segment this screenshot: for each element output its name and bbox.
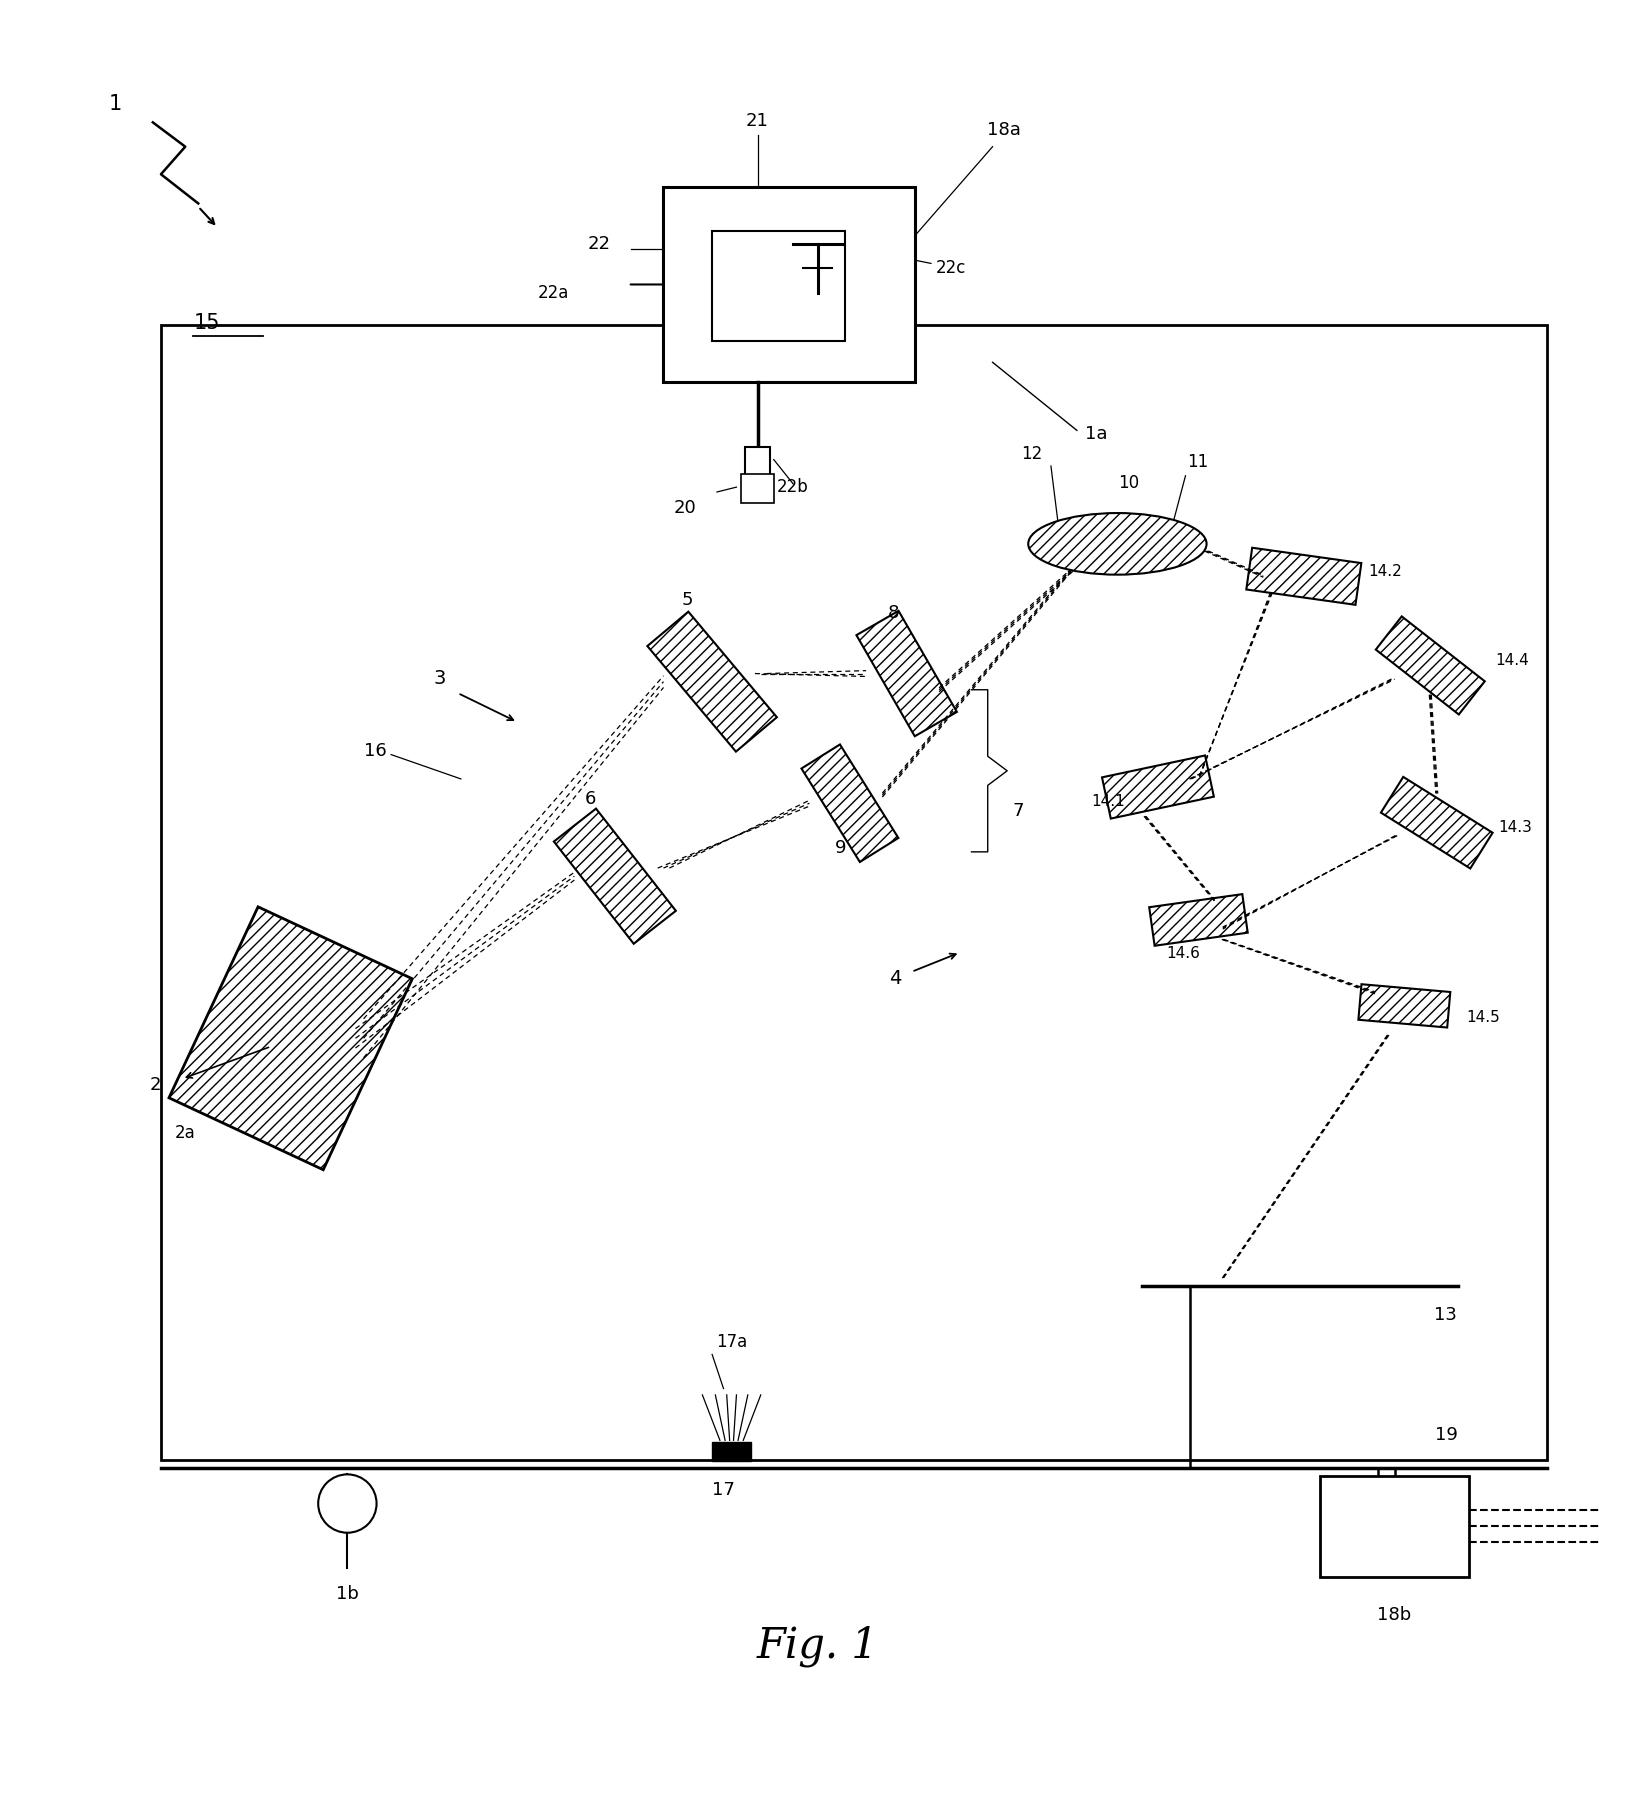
Polygon shape — [647, 612, 777, 751]
Text: 3: 3 — [433, 668, 446, 688]
Polygon shape — [1246, 548, 1362, 605]
Text: 14.5: 14.5 — [1467, 1010, 1499, 1025]
Text: 22: 22 — [587, 234, 610, 252]
Polygon shape — [801, 744, 898, 863]
Polygon shape — [857, 611, 956, 737]
Polygon shape — [1149, 893, 1248, 946]
Polygon shape — [1382, 776, 1493, 868]
Text: 4: 4 — [889, 969, 901, 987]
Circle shape — [319, 1475, 376, 1533]
Text: 17: 17 — [711, 1480, 734, 1498]
Bar — [713, 231, 845, 340]
Text: 14.3: 14.3 — [1498, 819, 1532, 836]
Polygon shape — [168, 908, 412, 1171]
Text: 5: 5 — [682, 591, 693, 609]
Bar — [160, 324, 1547, 1461]
Text: 18b: 18b — [1378, 1606, 1411, 1625]
Text: 10: 10 — [1118, 474, 1140, 492]
Text: 12: 12 — [1020, 445, 1041, 463]
Text: 22c: 22c — [935, 259, 966, 277]
Text: 6: 6 — [585, 791, 597, 809]
Text: 22b: 22b — [777, 477, 809, 495]
Ellipse shape — [1028, 513, 1207, 575]
Text: 1b: 1b — [335, 1585, 358, 1603]
Text: 1a: 1a — [1086, 425, 1107, 443]
Text: 8: 8 — [888, 603, 899, 621]
Text: 20: 20 — [674, 499, 697, 517]
Polygon shape — [1375, 616, 1485, 715]
Bar — [713, 1443, 750, 1461]
Text: 16: 16 — [363, 742, 386, 760]
Text: Fig. 1: Fig. 1 — [757, 1625, 878, 1668]
Polygon shape — [1102, 755, 1213, 819]
Text: 15: 15 — [193, 313, 219, 333]
Text: 7: 7 — [1012, 801, 1024, 819]
Text: 2: 2 — [149, 1077, 160, 1095]
Polygon shape — [554, 809, 675, 944]
Text: 19: 19 — [1436, 1426, 1458, 1444]
Bar — [741, 474, 773, 502]
Text: 21: 21 — [746, 112, 768, 130]
Text: 14.4: 14.4 — [1494, 654, 1529, 668]
Text: 9: 9 — [834, 839, 845, 857]
Polygon shape — [1359, 983, 1450, 1028]
Text: 13: 13 — [1434, 1306, 1457, 1324]
Text: 17a: 17a — [716, 1333, 747, 1351]
Text: 14.2: 14.2 — [1368, 564, 1403, 578]
Text: 1: 1 — [110, 94, 123, 113]
Text: 2a: 2a — [175, 1124, 196, 1142]
Text: 11: 11 — [1187, 452, 1208, 470]
Bar — [664, 187, 914, 382]
Bar — [744, 447, 770, 475]
Text: 14.1: 14.1 — [1092, 794, 1125, 809]
Bar — [1319, 1477, 1470, 1576]
Text: 22a: 22a — [538, 283, 569, 301]
Text: 18a: 18a — [988, 121, 1020, 139]
Text: 14.6: 14.6 — [1166, 946, 1200, 962]
